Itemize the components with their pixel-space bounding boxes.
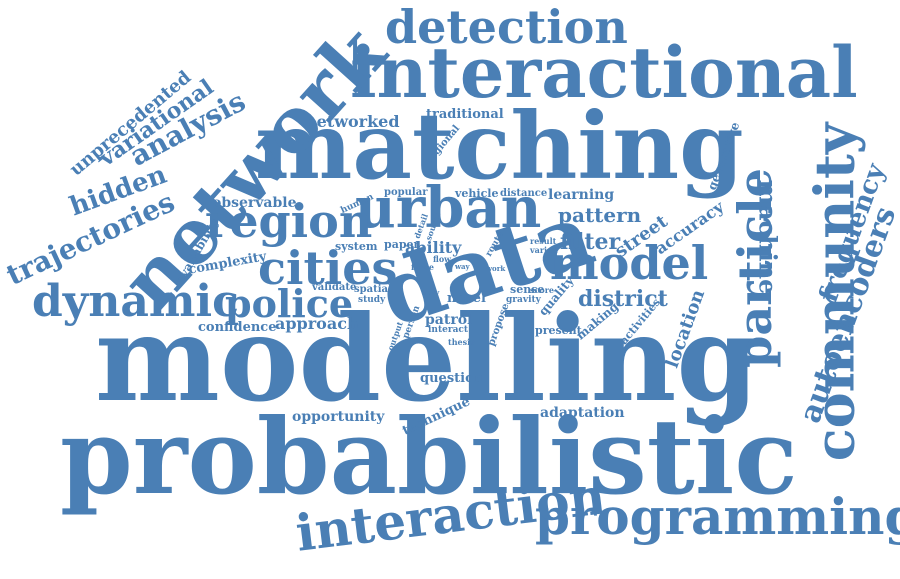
word-result: result: [530, 236, 557, 246]
word-thesis: thesis: [448, 337, 475, 347]
word-approach: approach: [275, 314, 359, 333]
word-learning: learning: [548, 187, 615, 203]
word-score: score: [530, 285, 555, 295]
word-varied: varied: [530, 245, 558, 255]
word-validate: validate: [312, 282, 357, 293]
word-machine: machine: [753, 179, 783, 295]
word-traditional: traditional: [426, 107, 504, 122]
word-question: question: [420, 371, 484, 386]
word-vehicle: vehicle: [455, 187, 499, 200]
word-way: way: [455, 262, 470, 271]
word-popular: popular: [384, 187, 428, 198]
word-dynamic: dynamic: [32, 276, 239, 327]
word-system: system: [335, 240, 378, 253]
word-programming: programming: [535, 487, 900, 546]
word-paper: paper: [384, 238, 420, 251]
word-flow: flow: [433, 254, 452, 264]
word-modelling: modelling: [95, 289, 759, 428]
word-police: police: [225, 281, 354, 326]
word-probabilistic: probabilistic: [60, 395, 798, 518]
word-novel: novel: [447, 291, 486, 306]
word-confidence: confidence: [198, 320, 277, 335]
word-adaptation: adaptation: [540, 405, 625, 421]
word-present: present: [535, 324, 582, 337]
word-work: work: [486, 264, 506, 273]
word-cities: cities: [258, 241, 398, 295]
word-observable: observable: [212, 195, 297, 211]
word-opportunity: opportunity: [292, 409, 385, 425]
word-interactional: interactional: [350, 31, 858, 114]
word-pattern: pattern: [558, 203, 642, 227]
word-model: model: [550, 236, 709, 290]
word-gravity: gravity: [506, 295, 541, 305]
word-spatial: spatial: [354, 284, 392, 295]
word-interact: interact: [428, 325, 469, 335]
word-force: force: [411, 262, 434, 272]
word-distance: distance: [500, 188, 548, 199]
word-region: region: [205, 194, 373, 248]
word-networked: networked: [305, 112, 400, 131]
word-patrol: patrol: [425, 312, 473, 328]
word-urban: urban: [355, 175, 542, 241]
word-study: study: [358, 295, 386, 305]
word-sense: sense: [510, 283, 545, 296]
word-matching: matching: [255, 92, 744, 200]
word-filter: filter: [560, 229, 621, 255]
word-district: district: [578, 286, 668, 312]
word-ability: ability: [405, 238, 462, 257]
word-detection: detection: [385, 0, 628, 54]
word-vary: vary: [423, 288, 440, 297]
